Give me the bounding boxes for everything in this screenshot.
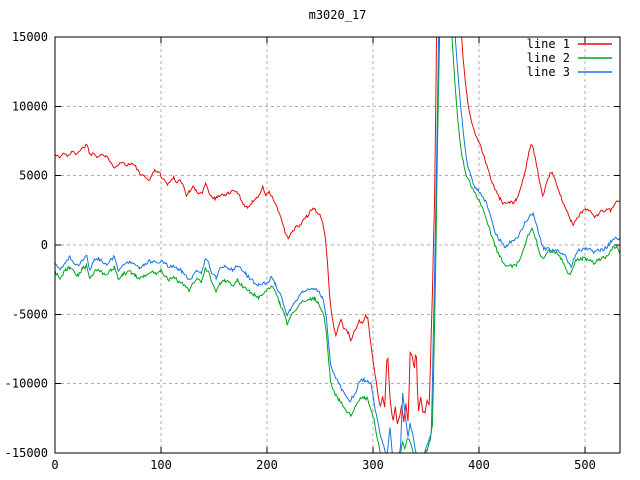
y-tick-label: 15000 bbox=[12, 30, 48, 44]
y-tick-label: 5000 bbox=[19, 169, 48, 183]
gridlines bbox=[55, 37, 620, 453]
legend-label-3: line 3 bbox=[527, 65, 570, 79]
x-tick-label: 0 bbox=[51, 458, 58, 472]
y-tick-label: -10000 bbox=[5, 377, 48, 391]
x-tick-label: 500 bbox=[574, 458, 596, 472]
x-tick-label: 300 bbox=[362, 458, 384, 472]
x-tick-label: 100 bbox=[150, 458, 172, 472]
legend-label-2: line 2 bbox=[527, 51, 570, 65]
chart-title: m3020_17 bbox=[308, 8, 367, 22]
y-tick-label: -15000 bbox=[5, 446, 48, 460]
series-path-2 bbox=[55, 37, 620, 453]
x-tick-label: 400 bbox=[468, 458, 490, 472]
series-path-1 bbox=[55, 37, 620, 425]
y-tick-label: 10000 bbox=[12, 99, 48, 113]
x-tick-label: 200 bbox=[256, 458, 278, 472]
series-group bbox=[55, 37, 620, 453]
tick-labels: -15000 -10000 -5000 0 5000 10000 15000 0 100 200 3… bbox=[5, 30, 596, 472]
y-tick-label: -5000 bbox=[12, 307, 48, 321]
axes bbox=[54, 36, 621, 454]
legend-label-1: line 1 bbox=[527, 37, 570, 51]
y-tick-label: 0 bbox=[41, 238, 48, 252]
series-path-3 bbox=[55, 37, 620, 453]
